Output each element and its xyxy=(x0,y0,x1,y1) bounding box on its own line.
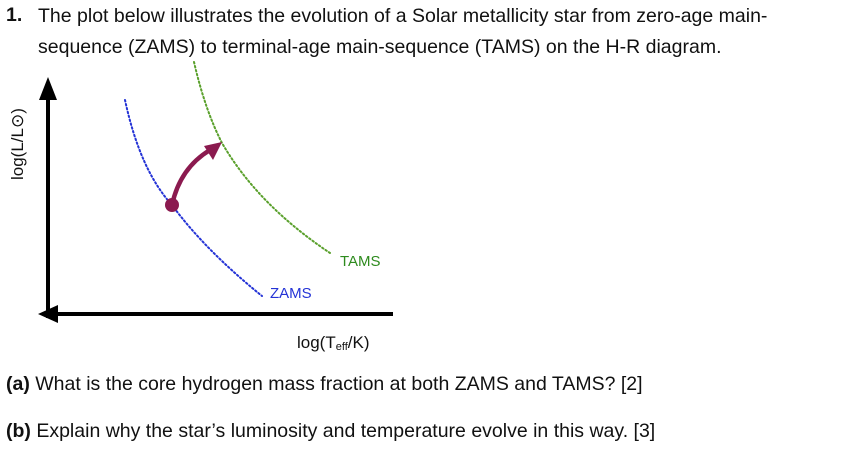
evolution-arrow-head-icon xyxy=(204,142,222,160)
subquestion-b: (b) Explain why the star’s luminosity an… xyxy=(6,420,655,443)
x-axis-label-suffix: /K) xyxy=(347,333,370,352)
subquestion-a-text: What is the core hydrogen mass fraction … xyxy=(35,373,643,395)
x-axis-label: log(Teff/K) xyxy=(297,333,370,353)
tams-label: TAMS xyxy=(340,253,381,270)
y-axis-label: log(L/L⊙) xyxy=(8,108,27,180)
question-text-line-2: sequence (ZAMS) to terminal-age main-seq… xyxy=(38,36,722,58)
question-text-line-1: The plot below illustrates the evolution… xyxy=(38,5,768,27)
subquestion-a: (a) What is the core hydrogen mass fract… xyxy=(6,373,643,396)
question-number: 1. xyxy=(6,4,23,26)
y-axis-arrow-icon xyxy=(39,77,57,100)
x-axis-label-prefix: log(T xyxy=(297,333,336,352)
x-axis-arrow-icon xyxy=(38,305,58,323)
subquestion-b-id: (b) xyxy=(6,420,31,442)
tams-curve xyxy=(193,61,331,254)
subquestion-a-id: (a) xyxy=(6,373,30,395)
x-axis-label-subscript: eff xyxy=(335,341,348,353)
subquestion-b-text: Explain why the star’s luminosity and te… xyxy=(36,420,656,442)
zams-label: ZAMS xyxy=(270,285,312,302)
y-axis xyxy=(39,77,57,318)
zams-start-point xyxy=(165,198,179,212)
zams-curve xyxy=(124,99,263,297)
evolution-arrow xyxy=(169,147,213,208)
x-axis xyxy=(38,305,393,323)
